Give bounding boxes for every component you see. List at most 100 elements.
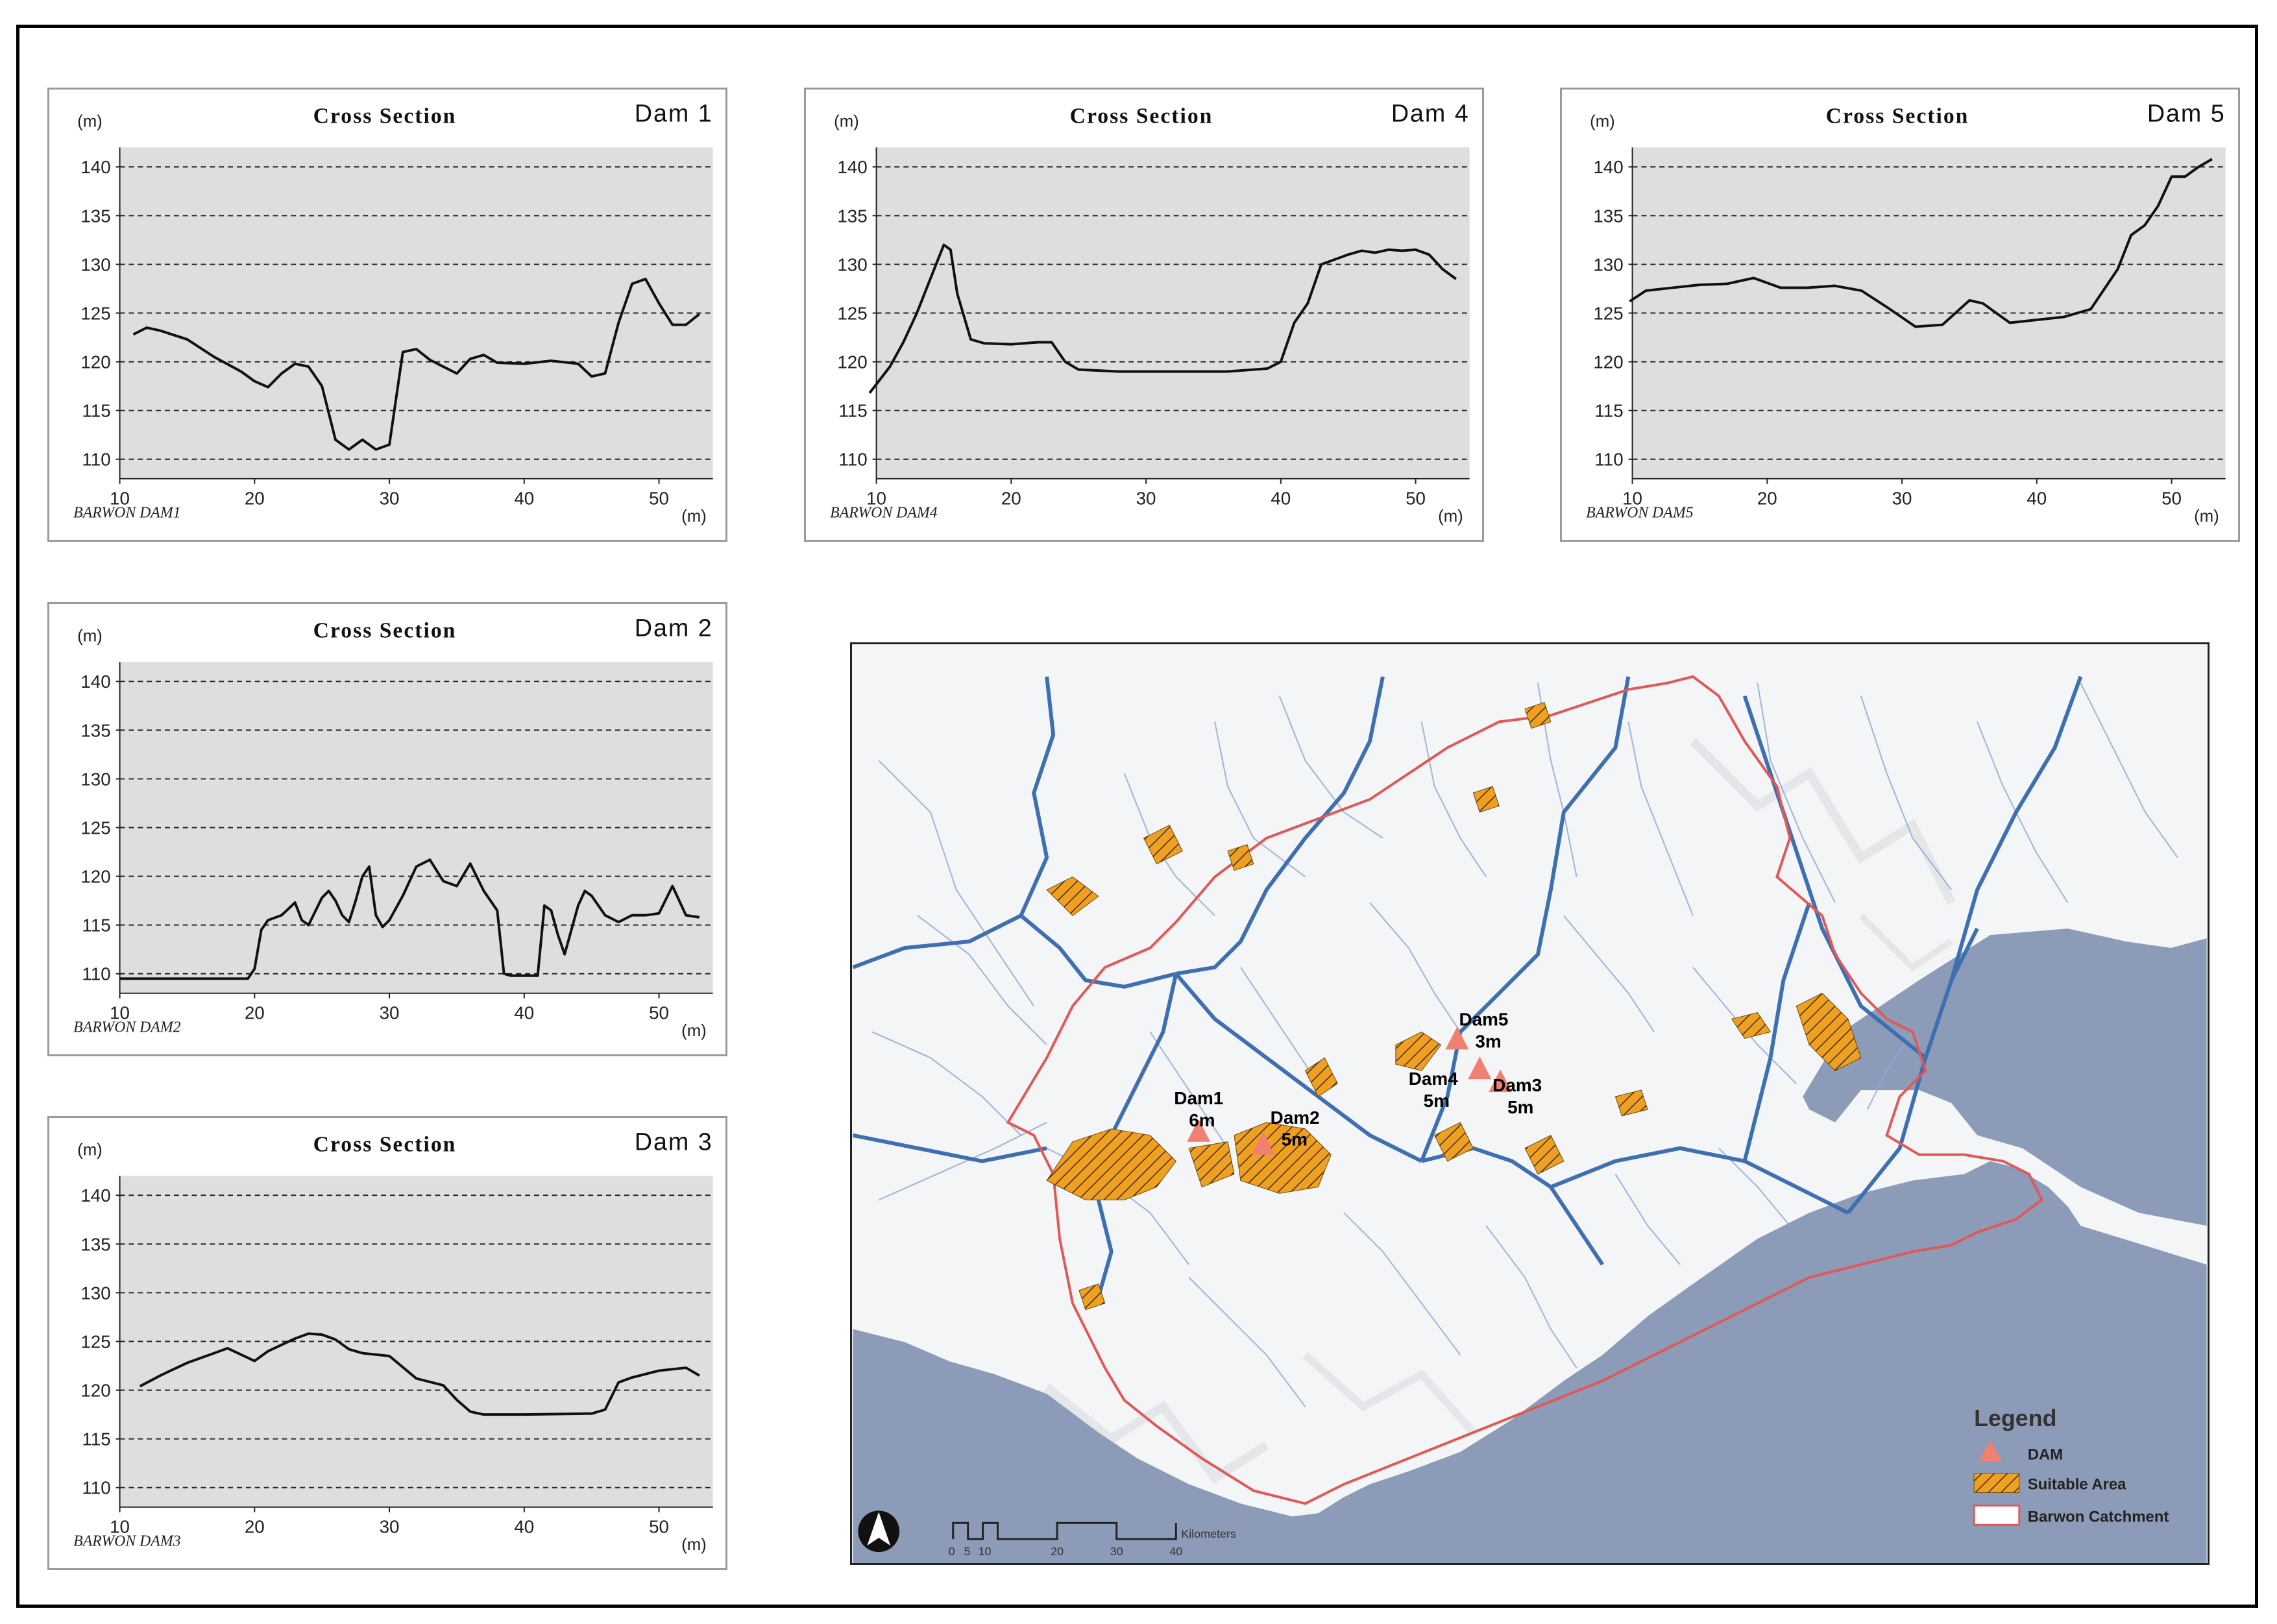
y-tick-label: 125	[80, 1331, 110, 1351]
barwon-catchment-map: Dam1 6m Dam2 5m Dam3 5m Dam4 5m Dam5 3m …	[850, 642, 2210, 1565]
cross-section-line	[1629, 158, 2213, 328]
scale-unit: Kilometers	[1181, 1527, 1236, 1540]
y-axis-unit: (m)	[77, 1141, 103, 1159]
dam-label: Dam 4	[1391, 100, 1470, 127]
dam3-label: Dam3	[1492, 1075, 1542, 1095]
plot-area	[119, 662, 713, 993]
x-tick-label: 10	[866, 488, 886, 508]
y-tick-label: 110	[82, 450, 110, 470]
plot-area	[119, 1176, 713, 1507]
y-tick-label: 115	[82, 401, 110, 421]
chart-footer: BARWON DAM3	[73, 1533, 180, 1549]
y-tick-label: 115	[82, 1429, 110, 1449]
y-tick-label: 120	[837, 352, 867, 372]
y-tick-label: 115	[82, 915, 110, 936]
dam-label: Dam 3	[635, 1128, 713, 1156]
cross-section-chart-dam3: 110 115 120 125 130 135 140 10 20 30 40 50 (m) (m) Cro…	[47, 1116, 727, 1570]
chart-title: Cross Section	[1070, 104, 1213, 128]
y-tick-label: 140	[80, 672, 110, 692]
x-tick-label: 40	[1271, 488, 1291, 508]
legend-suitable-swatch	[1973, 1473, 2020, 1493]
y-tick-label: 120	[1593, 352, 1623, 372]
legend-dam-icon	[1979, 1440, 2002, 1462]
x-tick-label: 20	[1001, 488, 1021, 508]
chart-title: Cross Section	[313, 104, 457, 128]
figure-frame	[16, 25, 2258, 1608]
cross-section-chart-dam1: 110 115 120 125 130 135 140 10 20 30 40 50 (m) (m) Cro…	[47, 88, 727, 542]
y-tick-label: 125	[80, 818, 110, 838]
x-tick-label: 20	[245, 488, 265, 508]
dam-label: Dam 2	[635, 614, 713, 642]
y-tick-label: 140	[837, 157, 867, 177]
cross-section-line	[868, 243, 1457, 394]
x-tick-label: 10	[110, 488, 130, 508]
y-tick-label: 130	[80, 254, 110, 274]
chart-svg-dam3: 110 115 120 125 130 135 140 10 20 30 40 50 (m) (m) Cro…	[73, 1128, 713, 1554]
y-axis-unit: (m)	[77, 627, 103, 646]
y-tick-label: 125	[80, 303, 110, 323]
dam2-depth: 5m	[1282, 1130, 1308, 1150]
dam4-marker	[1468, 1056, 1492, 1080]
chart-footer: BARWON DAM1	[73, 504, 180, 521]
x-tick-label: 10	[110, 1516, 130, 1536]
y-tick-label: 135	[80, 1234, 110, 1254]
port-phillip-bay	[1803, 928, 2207, 1226]
minor-rivers	[871, 683, 2178, 1407]
y-tick-label: 110	[82, 964, 110, 984]
x-tick-label: 10	[1622, 488, 1642, 508]
x-tick-label: 40	[514, 1516, 534, 1536]
terrain-shading	[1043, 738, 1956, 1484]
plot-area	[1632, 147, 2226, 479]
chart-footer: BARWON DAM2	[73, 1019, 180, 1036]
dam4-depth: 5m	[1424, 1091, 1450, 1111]
cross-section-chart-dam5: 110 115 120 125 130 135 140 10 20 30 40 50 (m) (m) Cro…	[1560, 88, 2240, 542]
chart-footer: BARWON DAM5	[1586, 504, 1693, 521]
y-tick-label: 140	[80, 1185, 110, 1206]
dam5-label: Dam5	[1459, 1010, 1508, 1030]
dam5-depth: 3m	[1475, 1031, 1501, 1051]
x-tick-label: 50	[2161, 488, 2182, 508]
svg-text:0: 0	[949, 1545, 955, 1558]
dam-label: Dam 5	[2147, 100, 2226, 127]
y-tick-label: 120	[80, 1381, 110, 1401]
x-tick-label: 40	[514, 488, 534, 508]
x-tick-label: 20	[1757, 488, 1777, 508]
scale-bar	[952, 1521, 1177, 1540]
chart-title: Cross Section	[1826, 104, 1969, 128]
dam5-marker	[1445, 1026, 1469, 1050]
cross-section-line	[119, 858, 700, 980]
svg-text:20: 20	[1051, 1545, 1064, 1558]
x-tick-label: 50	[649, 1516, 669, 1536]
x-tick-label: 40	[514, 1002, 534, 1023]
x-tick-label: 30	[1892, 488, 1912, 508]
legend-suitable-label: Suitable Area	[2028, 1475, 2126, 1493]
chart-title: Cross Section	[313, 1133, 457, 1157]
plot-area	[119, 147, 713, 479]
plot-area	[876, 147, 1470, 479]
x-axis-unit: (m)	[2194, 507, 2219, 526]
y-tick-label: 130	[80, 1283, 110, 1303]
y-axis-unit: (m)	[1590, 113, 1615, 131]
dam3-marker	[1489, 1069, 1513, 1093]
chart-svg-dam4: 110 115 120 125 130 135 140 10 20 30 40 50 (m) (m) Cro…	[830, 100, 1470, 526]
legend-catchment-label: Barwon Catchment	[2028, 1508, 2169, 1525]
cross-section-line	[139, 1332, 700, 1416]
legend-title: Legend	[1974, 1405, 2056, 1431]
dam2-label: Dam2	[1271, 1108, 1320, 1128]
chart-title: Cross Section	[313, 619, 457, 643]
svg-text:10: 10	[979, 1545, 992, 1558]
y-tick-label: 110	[1594, 450, 1623, 470]
y-tick-label: 125	[1593, 303, 1623, 323]
chart-svg-dam2: 110 115 120 125 130 135 140 10 20 30 40 50 (m) (m) Cro…	[73, 614, 713, 1040]
scale-bar-labels: 0 5 10 20 30 40 Kilometers	[949, 1527, 1236, 1558]
dam1-depth: 6m	[1189, 1110, 1215, 1130]
y-axis-unit: (m)	[77, 113, 103, 131]
svg-text:40: 40	[1169, 1545, 1182, 1558]
dam3-depth: 5m	[1507, 1097, 1533, 1117]
y-tick-label: 130	[80, 769, 110, 789]
chart-svg-dam1: 110 115 120 125 130 135 140 10 20 30 40 50 (m) (m) Cro…	[73, 100, 713, 526]
x-tick-label: 10	[110, 1002, 130, 1023]
y-tick-label: 135	[80, 720, 110, 740]
dam2-marker	[1251, 1132, 1275, 1155]
dam-label: Dam 1	[635, 100, 713, 127]
